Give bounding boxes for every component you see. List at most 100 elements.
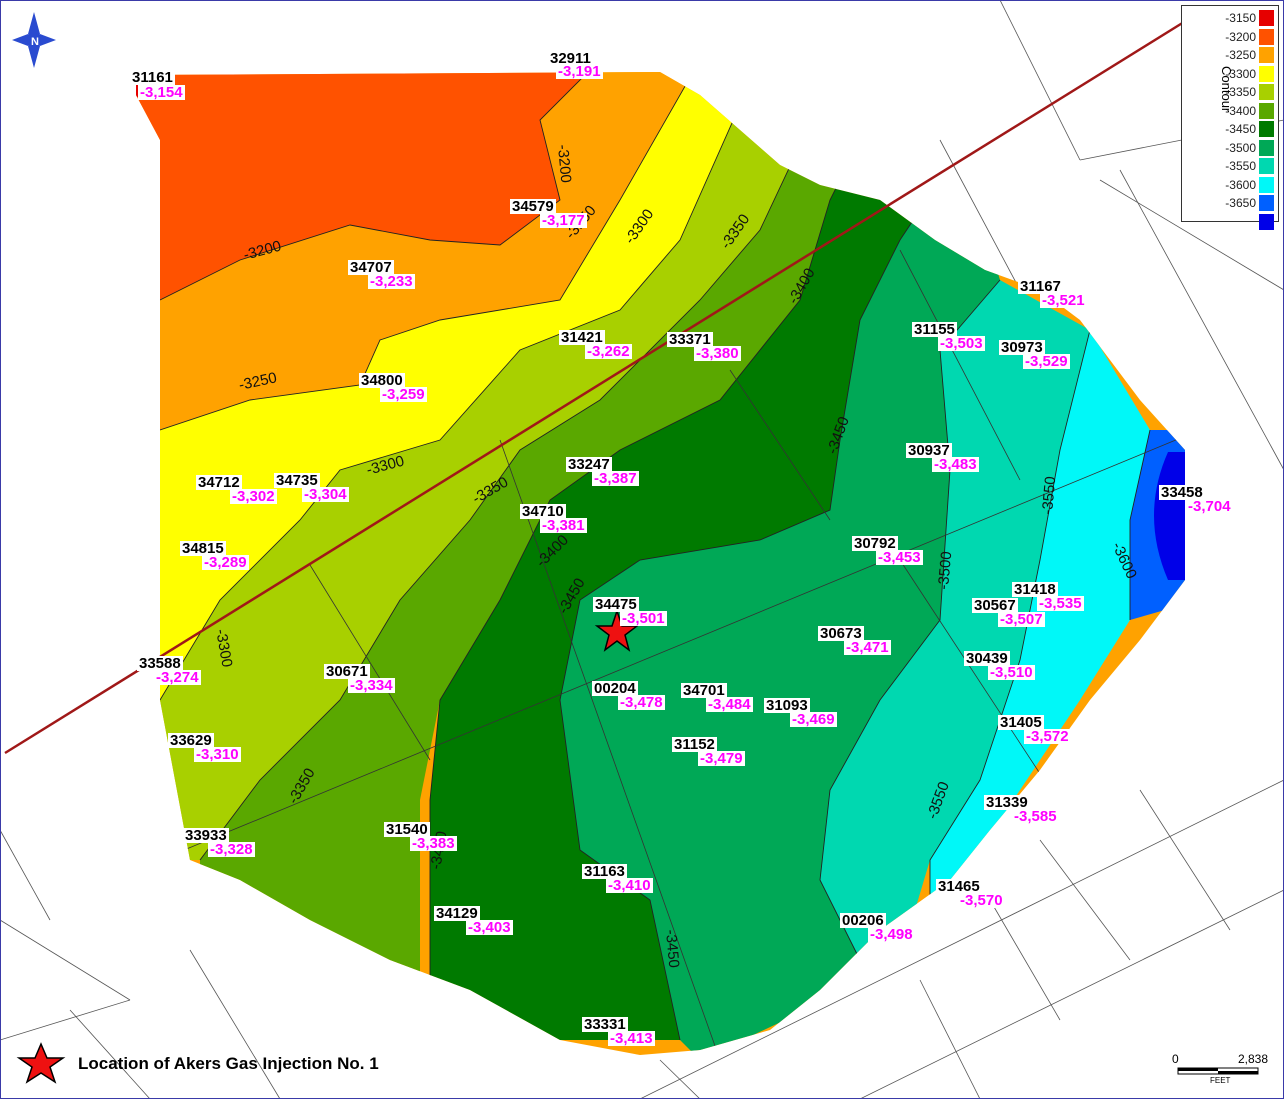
well-depth-label: -3,387 — [592, 470, 639, 487]
contour-value-label: -3550 — [1039, 476, 1059, 516]
well-depth-label: -3,483 — [932, 456, 979, 473]
well-id-label: 31405 — [998, 714, 1044, 731]
legend-title: Contour — [1219, 66, 1234, 113]
well-id-label: 34710 — [520, 503, 566, 520]
well-id-label: 34579 — [510, 198, 556, 215]
well-id-label: 31167 — [1018, 278, 1063, 295]
legend-swatch — [1259, 28, 1274, 45]
pipeline-line — [4, 20, 1185, 755]
well-id-label: 34815 — [180, 540, 226, 557]
scale-bar: 0 2,838 FEET — [1170, 1052, 1278, 1094]
well-depth-label: -3,310 — [194, 746, 241, 763]
legend-swatch — [1259, 195, 1274, 211]
legend-swatch — [1259, 176, 1274, 193]
well-depth-label: -3,191 — [556, 63, 603, 80]
well-id-label: 31418 — [1012, 581, 1058, 598]
well-depth-label: -3,507 — [998, 611, 1045, 628]
well-depth-label: -3,479 — [698, 750, 745, 767]
well-depth-label: -3,521 — [1040, 292, 1087, 309]
well-id-label: 33371 — [667, 331, 713, 348]
legend-swatch — [1259, 84, 1274, 100]
scale-unit: FEET — [1210, 1076, 1231, 1085]
legend-swatch — [1259, 47, 1274, 63]
legend-entry: -3650 — [1186, 195, 1274, 211]
legend-swatch — [1259, 10, 1274, 26]
well-id-label: 31152 — [672, 736, 717, 753]
well-depth-label: -3,383 — [410, 835, 457, 852]
well-id-label: 31540 — [384, 821, 430, 838]
well-depth-label: -3,410 — [606, 877, 653, 894]
legend-entry-label: -3450 — [1225, 122, 1256, 136]
well-depth-label: -3,328 — [208, 841, 255, 858]
well-depth-label: -3,469 — [790, 711, 837, 728]
legend-swatch — [1259, 158, 1274, 174]
well-depth-label: -3,704 — [1186, 498, 1233, 515]
well-depth-label: -3,262 — [585, 343, 632, 360]
well-depth-label: -3,570 — [958, 892, 1005, 909]
legend-entry: -3450 — [1186, 121, 1274, 137]
well-id-label: 31093 — [764, 697, 810, 714]
well-id-label: 33247 — [566, 456, 612, 473]
well-depth-label: -3,304 — [302, 486, 349, 503]
well-depth-label: -3,381 — [540, 517, 587, 534]
contour-legend: -3150 -3200 -3250 -3300 -3350 -3400 -3450 -3500… — [1181, 5, 1279, 230]
red-star-icon — [16, 1042, 66, 1084]
well-depth-label: -3,478 — [618, 694, 665, 711]
scale-start: 0 — [1172, 1052, 1179, 1066]
well-id-label: 31155 — [912, 321, 957, 338]
legend-entry-label: -3200 — [1225, 29, 1256, 44]
legend-entry — [1186, 213, 1274, 230]
scale-end: 2,838 — [1238, 1052, 1269, 1066]
well-id-label: 30671 — [324, 663, 370, 680]
legend-entry: -3500 — [1186, 139, 1274, 156]
well-depth-label: -3,453 — [876, 549, 923, 566]
legend-entry-label: -3500 — [1225, 140, 1256, 155]
well-depth-label: -3,501 — [620, 610, 667, 627]
legend-entry-label: -3250 — [1225, 48, 1256, 62]
well-depth-label: -3,510 — [988, 664, 1035, 681]
well-depth-label: -3,484 — [706, 696, 753, 713]
legend-entry: -3550 — [1186, 158, 1274, 174]
legend-entry-label: -3350 — [1225, 85, 1256, 99]
contour-value-label: -3300 — [212, 628, 235, 669]
well-depth-label: -3,498 — [868, 926, 915, 943]
contour-value-label: -3450 — [662, 929, 682, 969]
well-depth-label: -3,380 — [694, 345, 741, 362]
well-depth-label: -3,572 — [1024, 728, 1071, 745]
legend-swatch — [1259, 213, 1274, 230]
well-depth-label: -3,503 — [938, 335, 985, 352]
contour-value-label: -3200 — [554, 144, 574, 184]
well-depth-label: -3,413 — [608, 1030, 655, 1047]
well-depth-label: -3,529 — [1023, 353, 1070, 370]
well-id-label: 32911 — [548, 50, 593, 67]
contour-value-label: -3500 — [935, 551, 955, 591]
well-id-label: 34707 — [348, 259, 394, 276]
compass-n-label: N — [31, 36, 39, 48]
well-id-label: 34701 — [681, 682, 727, 699]
legend-swatch — [1259, 121, 1274, 137]
well-depth-label: -3,289 — [202, 554, 249, 571]
legend-entry-label: -3650 — [1225, 196, 1256, 210]
legend-entry: -3200 — [1186, 28, 1274, 45]
legend-swatch — [1259, 102, 1274, 119]
well-id-label: 33933 — [183, 827, 229, 844]
north-arrow-icon — [12, 12, 56, 68]
well-depth-label: -3,233 — [368, 273, 415, 290]
well-id-label: 33458 — [1159, 484, 1205, 501]
legend-entry-label: -3300 — [1225, 66, 1256, 81]
well-id-label: 30937 — [906, 442, 952, 459]
well-depth-label: -3,154 — [138, 84, 185, 101]
red-star-icon — [594, 608, 640, 652]
well-id-label: 31465 — [936, 878, 982, 895]
well-id-label: 34800 — [359, 372, 405, 389]
legend-entry: -3250 — [1186, 47, 1274, 63]
legend-entry-label: -3550 — [1225, 159, 1256, 173]
legend-entry-label: -3400 — [1225, 103, 1256, 118]
well-id-label: 33629 — [168, 732, 214, 749]
well-depth-label: -3,535 — [1037, 595, 1084, 612]
well-id-label: 31339 — [984, 794, 1030, 811]
legend-entry: -3150 — [1186, 10, 1274, 26]
